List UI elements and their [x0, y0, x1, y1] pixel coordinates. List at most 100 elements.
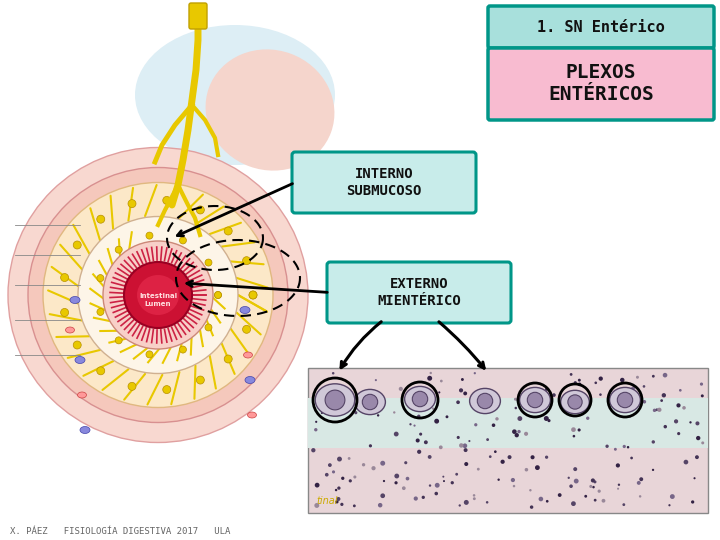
Circle shape [652, 375, 654, 377]
Circle shape [660, 399, 663, 402]
Circle shape [629, 416, 631, 418]
Circle shape [442, 476, 444, 478]
Circle shape [617, 488, 619, 490]
Circle shape [417, 415, 420, 418]
Bar [308, 398, 708, 448]
Circle shape [179, 346, 186, 353]
Circle shape [477, 393, 492, 409]
Circle shape [362, 394, 378, 410]
Circle shape [655, 408, 658, 411]
Circle shape [577, 382, 581, 386]
Circle shape [631, 387, 635, 390]
Circle shape [652, 440, 655, 444]
Circle shape [653, 409, 656, 412]
Ellipse shape [469, 388, 500, 414]
Circle shape [567, 477, 570, 479]
Circle shape [652, 469, 654, 471]
Circle shape [623, 394, 625, 396]
Circle shape [574, 478, 579, 483]
Circle shape [622, 503, 625, 506]
Circle shape [197, 206, 204, 214]
Circle shape [529, 489, 531, 491]
Circle shape [662, 393, 666, 397]
Text: PLEXOS
ENTÉRICOS: PLEXOS ENTÉRICOS [548, 64, 654, 105]
Ellipse shape [66, 327, 74, 333]
Circle shape [577, 428, 581, 431]
Ellipse shape [8, 147, 308, 442]
Circle shape [642, 400, 646, 403]
Circle shape [215, 292, 222, 299]
Circle shape [578, 379, 581, 382]
Circle shape [627, 446, 629, 448]
Circle shape [571, 501, 576, 506]
Circle shape [96, 215, 104, 223]
Circle shape [354, 411, 357, 414]
Circle shape [573, 467, 577, 471]
Circle shape [552, 393, 556, 397]
Circle shape [439, 446, 443, 449]
Circle shape [617, 392, 633, 408]
Text: Intestinal
Lumen: Intestinal Lumen [139, 294, 177, 307]
Circle shape [461, 378, 464, 381]
Circle shape [372, 466, 376, 470]
Ellipse shape [610, 387, 640, 413]
Circle shape [593, 486, 595, 488]
Circle shape [249, 291, 257, 299]
Circle shape [455, 473, 458, 476]
Circle shape [676, 403, 680, 408]
Circle shape [468, 440, 470, 442]
Circle shape [383, 480, 385, 482]
Circle shape [683, 406, 686, 410]
Circle shape [664, 425, 667, 428]
Circle shape [494, 450, 497, 453]
Circle shape [510, 478, 515, 482]
Circle shape [598, 376, 603, 381]
Circle shape [249, 291, 257, 299]
Circle shape [60, 308, 68, 316]
Circle shape [337, 487, 341, 490]
Circle shape [179, 237, 186, 244]
Circle shape [616, 463, 620, 468]
Circle shape [422, 496, 425, 499]
Circle shape [531, 455, 534, 460]
Circle shape [549, 392, 552, 394]
Circle shape [473, 494, 475, 497]
Circle shape [482, 388, 485, 391]
Circle shape [456, 436, 460, 439]
Circle shape [363, 401, 367, 405]
Circle shape [73, 341, 81, 349]
Circle shape [97, 308, 104, 315]
Circle shape [163, 386, 171, 394]
Circle shape [674, 419, 678, 423]
Circle shape [402, 487, 405, 490]
Circle shape [128, 382, 136, 390]
Circle shape [568, 395, 582, 409]
Circle shape [623, 445, 626, 448]
Circle shape [443, 480, 445, 482]
FancyBboxPatch shape [327, 262, 511, 323]
Circle shape [325, 390, 345, 410]
Circle shape [435, 483, 440, 488]
Circle shape [535, 465, 540, 470]
Circle shape [354, 475, 356, 478]
Circle shape [693, 477, 696, 480]
Circle shape [428, 455, 431, 459]
Circle shape [378, 503, 382, 508]
Circle shape [215, 292, 222, 299]
Circle shape [583, 394, 586, 396]
Circle shape [430, 372, 432, 374]
Circle shape [311, 448, 315, 453]
Circle shape [332, 372, 335, 375]
Circle shape [395, 481, 397, 484]
Ellipse shape [137, 275, 179, 315]
Ellipse shape [561, 390, 589, 414]
Circle shape [486, 438, 489, 441]
Circle shape [683, 460, 688, 464]
Circle shape [474, 372, 476, 374]
Circle shape [586, 416, 590, 420]
Circle shape [524, 432, 528, 436]
Circle shape [96, 367, 104, 375]
Circle shape [97, 275, 104, 281]
Circle shape [314, 428, 318, 431]
Circle shape [115, 337, 122, 344]
